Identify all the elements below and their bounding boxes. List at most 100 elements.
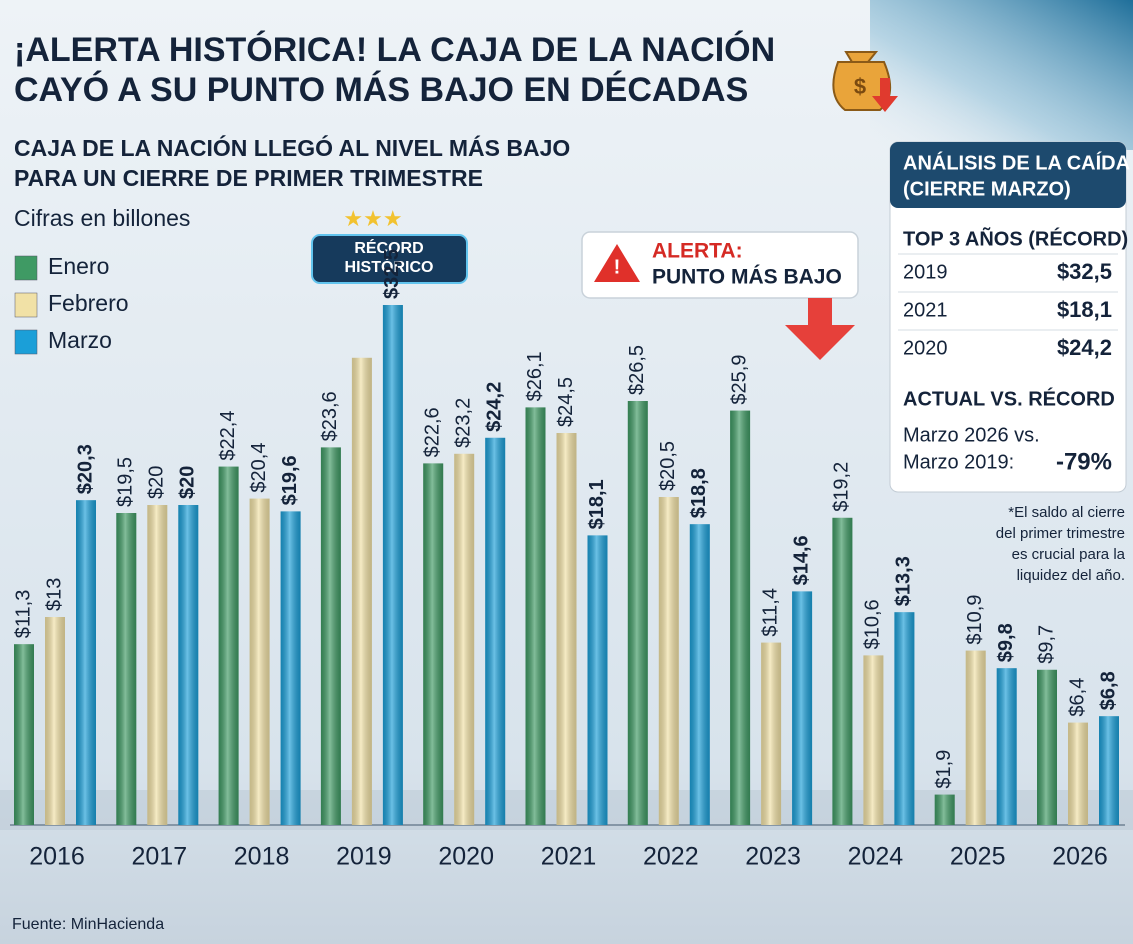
- value-label: $1,9: [933, 750, 955, 789]
- svg-text:!: !: [614, 256, 621, 278]
- bar-gloss: [382, 305, 403, 825]
- svg-text:★★★: ★★★: [343, 206, 402, 231]
- value-label: $6,8: [1097, 671, 1119, 710]
- bar-gloss: [423, 463, 444, 825]
- bar-gloss: [894, 612, 915, 825]
- panel-year: 2020: [903, 337, 948, 359]
- compare-line: Marzo 2019:: [903, 451, 1014, 473]
- value-label: $19,2: [831, 462, 853, 512]
- analysis-panel: ANÁLISIS DE LA CAÍDA (CIERRE MARZO) TOP …: [889, 141, 1130, 493]
- alert-text: PUNTO MÁS BAJO: [652, 266, 842, 289]
- value-label: $10,6: [862, 599, 884, 649]
- panel-value: $18,1: [1057, 297, 1112, 322]
- panel-heading: ACTUAL VS. RÉCORD: [903, 387, 1115, 410]
- x-tick-label: 2022: [643, 843, 699, 871]
- legend-swatch: [14, 255, 38, 281]
- bar-gloss: [658, 497, 679, 825]
- subtitle: CAJA DE LA NACIÓN LLEGÓ AL NIVEL MÁS BAJ…: [14, 134, 570, 161]
- value-label: $20,5: [657, 441, 679, 491]
- value-label: $14,6: [790, 535, 812, 585]
- value-label: $24,2: [483, 382, 505, 432]
- bar-gloss: [965, 650, 986, 825]
- bar-gloss: [1037, 669, 1057, 825]
- x-tick-label: 2023: [745, 843, 801, 871]
- alert-box: ! ALERTA: PUNTO MÁS BAJO: [581, 231, 859, 360]
- x-tick-label: 2016: [29, 843, 85, 871]
- panel-heading: TOP 3 AÑOS (RÉCORD): [903, 227, 1128, 250]
- subtitle: PARA UN CIERRE DE PRIMER TRIMESTRE: [14, 165, 483, 191]
- bar-gloss: [689, 524, 710, 825]
- x-tick-label: 2021: [541, 843, 597, 871]
- unit-note: Cifras en billones: [14, 205, 190, 231]
- value-label: $19,6: [279, 455, 301, 505]
- source: Fuente: MinHacienda: [12, 916, 164, 933]
- bar-gloss: [147, 505, 168, 825]
- x-tick-label: 2024: [848, 843, 904, 871]
- bar-gloss: [280, 511, 301, 825]
- money-bag-icon: $: [832, 51, 898, 112]
- value-label: $18,8: [688, 468, 710, 518]
- panel-year: 2019: [903, 261, 948, 283]
- bar-gloss: [996, 668, 1017, 825]
- legend-label: Enero: [48, 253, 109, 279]
- panel-title: (CIERRE MARZO): [903, 178, 1071, 200]
- x-tick-label: 2020: [438, 843, 494, 871]
- value-label: $22,4: [217, 411, 239, 461]
- panel-value: $32,5: [1057, 259, 1112, 284]
- value-label: $25,9: [728, 355, 750, 405]
- compare-line: Marzo 2026 vs.: [903, 424, 1040, 446]
- bar-gloss: [116, 513, 137, 825]
- panel-title: ANÁLISIS DE LA CAÍDA: [903, 151, 1130, 174]
- x-tick-label: 2018: [234, 843, 290, 871]
- badge-text: HISTÓRICO: [345, 257, 434, 276]
- svg-text:$: $: [854, 74, 866, 99]
- value-label: $23,6: [319, 391, 341, 441]
- bar-gloss: [14, 644, 34, 825]
- panel-value: $24,2: [1057, 335, 1112, 360]
- x-tick-label: 2019: [336, 843, 392, 871]
- bar-gloss: [832, 517, 853, 825]
- compare-value: -79%: [1056, 448, 1112, 475]
- bar-gloss: [45, 617, 65, 825]
- bar-gloss: [730, 410, 751, 825]
- corner-decoration: [870, 0, 1133, 150]
- legend-label: Febrero: [48, 290, 129, 316]
- value-label: $32,5: [381, 249, 403, 299]
- bar-gloss: [761, 642, 782, 825]
- bar-gloss: [485, 437, 506, 825]
- value-label: $11,4: [759, 588, 781, 637]
- value-label: $26,1: [524, 351, 546, 401]
- note: *El saldo al cierre: [1008, 504, 1125, 521]
- bar-gloss: [556, 433, 577, 825]
- bar-gloss: [863, 655, 884, 825]
- bar-gloss: [1099, 716, 1119, 825]
- bar-gloss: [218, 466, 239, 825]
- value-label: $11,3: [12, 590, 34, 639]
- value-label: $20: [146, 466, 168, 499]
- x-tick-label: 2025: [950, 843, 1006, 871]
- value-label: $20,3: [74, 444, 96, 494]
- legend-swatch: [14, 329, 38, 355]
- bar-gloss: [792, 591, 813, 825]
- bar-gloss: [454, 453, 475, 825]
- bar-gloss: [627, 401, 648, 825]
- bar-gloss: [587, 535, 608, 825]
- x-tick-label: 2026: [1052, 843, 1108, 871]
- value-label: $22,6: [421, 407, 443, 457]
- value-label: $26,5: [626, 345, 648, 395]
- note: es crucial para la: [1012, 546, 1126, 563]
- value-label: $9,8: [995, 623, 1017, 662]
- bar-gloss: [525, 407, 546, 825]
- value-label: $13,3: [893, 556, 915, 606]
- bar-gloss: [249, 498, 270, 825]
- value-label: $20: [177, 466, 199, 499]
- title: CAYÓ A SU PUNTO MÁS BAJO EN DÉCADAS: [14, 71, 748, 109]
- x-tick-label: 2017: [131, 843, 187, 871]
- note: del primer trimestre: [996, 525, 1125, 542]
- title: ¡ALERTA HISTÓRICA! LA CAJA DE LA NACIÓN: [14, 31, 775, 69]
- value-label: $23,2: [452, 398, 474, 448]
- badge-text: RÉCORD: [354, 238, 423, 257]
- bar-gloss: [76, 500, 96, 825]
- bar-gloss: [178, 505, 199, 825]
